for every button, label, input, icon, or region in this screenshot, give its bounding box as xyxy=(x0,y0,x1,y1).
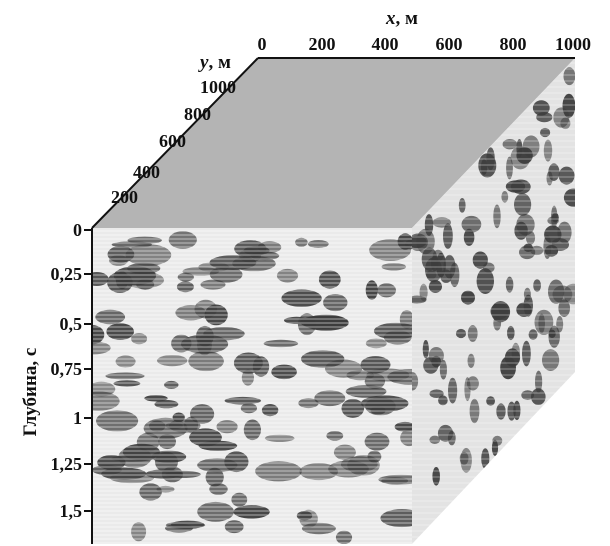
cube-edges xyxy=(91,57,575,544)
y-axis-title-unit: , м xyxy=(208,52,231,73)
depth-tick-label: 0,5 xyxy=(60,314,83,334)
depth-tick-label: 1 xyxy=(73,408,82,428)
depth-tick-label: 0,75 xyxy=(51,359,83,379)
x-axis-title: x, м xyxy=(385,8,418,29)
y-tick-label: 400 xyxy=(133,162,160,182)
x-tick-label: 200 xyxy=(309,34,336,54)
depth-tick-label: 0,25 xyxy=(51,264,83,284)
x-axis-title-unit: , м xyxy=(396,8,419,29)
front-face-striping xyxy=(92,228,412,544)
depth-tick-label: 1,5 xyxy=(60,501,83,521)
x-tick-label: 800 xyxy=(500,34,527,54)
side-face-striping xyxy=(412,58,575,544)
x-tick-label: 600 xyxy=(436,34,463,54)
x-tick-label: 400 xyxy=(372,34,399,54)
y-tick-label: 1000 xyxy=(200,77,236,97)
x-tick-label: 0 xyxy=(258,34,267,54)
depth-tick-label: 1,25 xyxy=(51,454,83,474)
y-axis: y, м 200 400 600 800 1000 xyxy=(111,52,236,207)
y-tick-label: 600 xyxy=(159,131,186,151)
cube-top-face xyxy=(92,58,575,228)
x-axis: x, м 0 200 400 600 800 1000 xyxy=(258,8,592,54)
y-axis-title-var: y xyxy=(198,52,209,73)
depth-axis: Глубина, с 0 0,25 0,5 0,75 1 1,25 1,5 xyxy=(20,220,92,521)
depth-axis-title: Глубина, с xyxy=(20,348,41,437)
y-tick-label: 800 xyxy=(184,104,211,124)
y-axis-title: y, м xyxy=(198,52,231,73)
x-axis-title-var: x xyxy=(385,8,396,29)
y-tick-label: 200 xyxy=(111,187,138,207)
x-tick-label: 1000 xyxy=(555,34,591,54)
depth-tick-label: 0 xyxy=(73,220,82,240)
